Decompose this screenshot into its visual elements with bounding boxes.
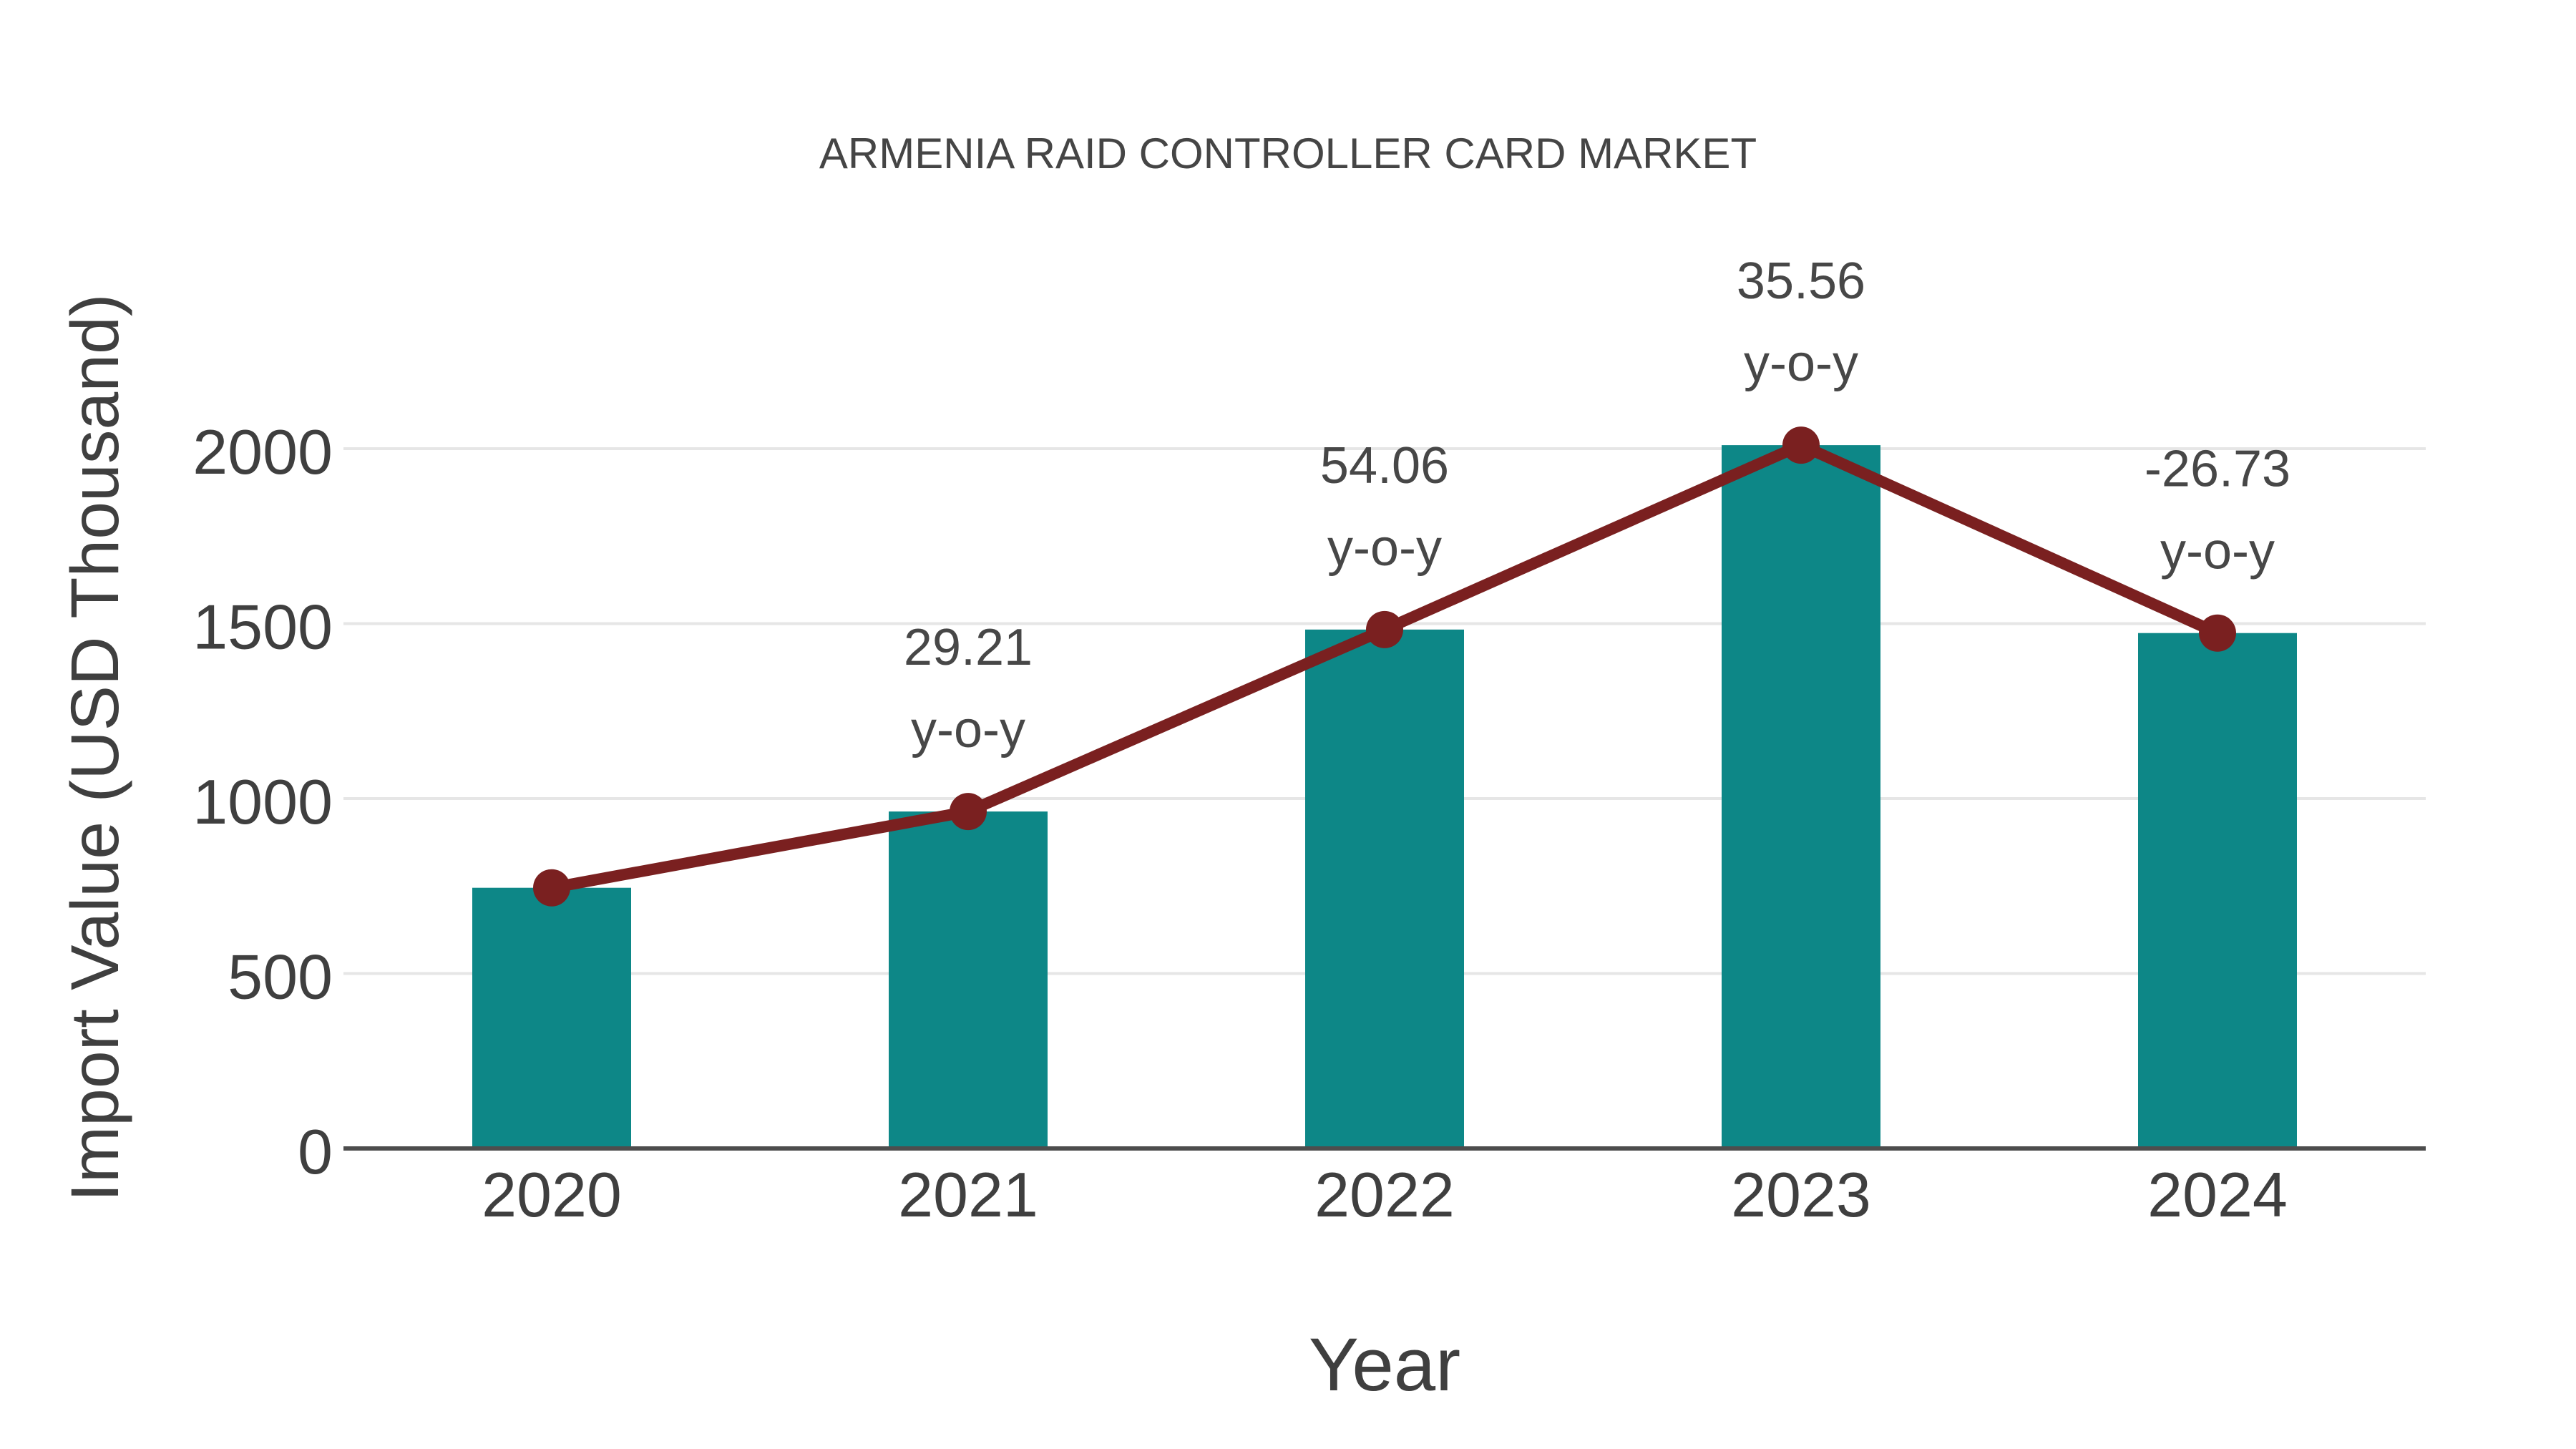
y-axis-title: Import Value (USD Thousand) bbox=[57, 293, 133, 1201]
y-axis: 0 500 1000 1500 2000 bbox=[192, 416, 333, 1187]
chart-title: ARMENIA RAID CONTROLLER CARD MARKET bbox=[819, 130, 1757, 177]
y-tick-label-1000: 1000 bbox=[192, 766, 333, 837]
marker-2024 bbox=[2199, 614, 2236, 652]
annotation-2023-suffix: y-o-y bbox=[1744, 335, 1858, 392]
annotation-2024-suffix: y-o-y bbox=[2160, 523, 2275, 580]
y-tick-label-500: 500 bbox=[228, 942, 333, 1013]
bar-2021 bbox=[889, 811, 1048, 1148]
bar-2020 bbox=[472, 887, 631, 1148]
annotations: 29.21 y-o-y 54.06 y-o-y 35.56 y-o-y -26.73 y-o-… bbox=[904, 253, 2290, 758]
y-tick-label-2000: 2000 bbox=[192, 416, 333, 487]
marker-2023 bbox=[1782, 426, 1820, 464]
bar-2023 bbox=[1722, 445, 1880, 1148]
y-tick-label-1500: 1500 bbox=[192, 592, 333, 663]
annotation-2023-value: 35.56 bbox=[1737, 253, 1865, 310]
x-axis: 2020 2021 2022 2023 2024 bbox=[482, 1159, 2288, 1230]
x-tick-label-2021: 2021 bbox=[898, 1159, 1038, 1230]
x-axis-title: Year bbox=[1309, 1323, 1460, 1407]
x-tick-label-2023: 2023 bbox=[1731, 1159, 1871, 1230]
x-tick-label-2020: 2020 bbox=[482, 1159, 622, 1230]
annotation-2021-value: 29.21 bbox=[904, 619, 1033, 676]
bars bbox=[472, 445, 2297, 1148]
annotation-2022-value: 54.06 bbox=[1320, 437, 1449, 494]
markers bbox=[533, 426, 2236, 907]
marker-2021 bbox=[950, 793, 987, 831]
x-tick-label-2024: 2024 bbox=[2147, 1159, 2288, 1230]
bar-2024 bbox=[2138, 633, 2297, 1148]
annotation-2021-suffix: y-o-y bbox=[911, 701, 1025, 758]
x-tick-label-2022: 2022 bbox=[1314, 1159, 1455, 1230]
marker-2020 bbox=[533, 869, 570, 907]
y-tick-label-0: 0 bbox=[298, 1116, 333, 1187]
annotation-2022-suffix: y-o-y bbox=[1327, 519, 1442, 577]
bar-2022 bbox=[1305, 629, 1464, 1148]
marker-2022 bbox=[1366, 610, 1403, 648]
annotation-2024-value: -26.73 bbox=[2145, 441, 2290, 498]
